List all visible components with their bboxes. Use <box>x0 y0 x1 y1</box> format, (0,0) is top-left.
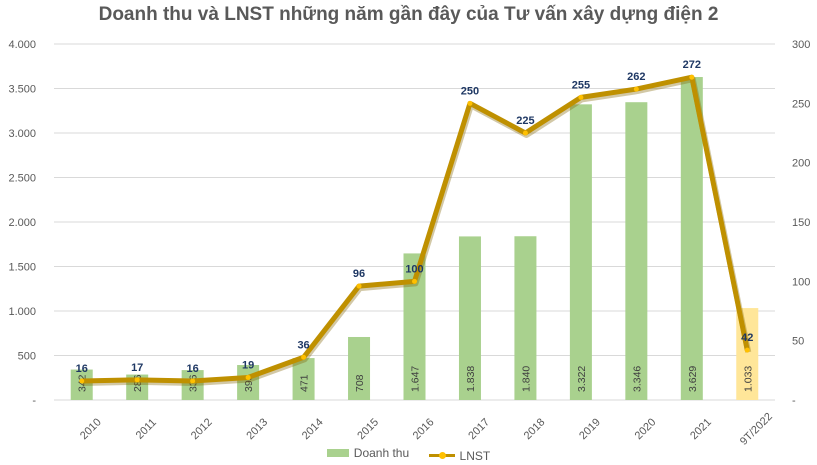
lnst-value-label: 17 <box>131 362 143 374</box>
lnst-value-label: 262 <box>627 71 645 83</box>
left-tick-label: 4.000 <box>8 39 36 51</box>
bar-2012 <box>181 370 204 400</box>
left-tick-label: 1.000 <box>8 306 36 318</box>
bar-2018 <box>514 236 537 400</box>
lnst-value-label: 250 <box>461 85 479 97</box>
lnst-point <box>79 378 85 384</box>
legend-item-lnst: LNST <box>428 448 491 463</box>
x-tick-label: 9T/2022 <box>738 411 775 448</box>
left-tick-label: 3.000 <box>8 128 36 140</box>
lnst-value-label: 16 <box>76 363 88 375</box>
legend: Doanh thu LNST <box>0 446 817 463</box>
lnst-point <box>412 278 417 284</box>
bar-value-label: 1.840 <box>520 366 532 392</box>
legend-swatch-bar <box>326 449 349 457</box>
lnst-point <box>744 347 750 353</box>
x-tick-label: 2020 <box>633 416 659 442</box>
right-tick-label: - <box>792 395 796 407</box>
chart-title: Doanh thu và LNST những năm gần đây của … <box>98 4 719 25</box>
legend-swatch-line <box>428 452 455 459</box>
bar-value-label: 708 <box>354 374 366 392</box>
left-tick-label: - <box>32 395 36 407</box>
left-tick-label: 2.000 <box>8 217 36 229</box>
lnst-point <box>578 94 584 100</box>
bar-value-label: 471 <box>299 374 311 392</box>
right-tick-label: 100 <box>792 276 810 288</box>
x-tick-label: 2013 <box>244 416 270 442</box>
right-tick-label: 50 <box>792 336 804 348</box>
right-tick-label: 300 <box>792 39 810 51</box>
lnst-value-label: 255 <box>572 79 590 91</box>
bar-2010 <box>70 369 93 400</box>
lnst-point <box>190 378 196 384</box>
left-tick-label: 1.500 <box>8 262 36 274</box>
bar-value-label: 1.647 <box>410 366 422 392</box>
left-tick-label: 2.500 <box>8 173 36 185</box>
bar-value-label: 1.838 <box>465 366 477 392</box>
lnst-value-label: 100 <box>405 263 423 275</box>
right-tick-label: 200 <box>792 158 810 170</box>
left-tick-label: 500 <box>18 351 36 363</box>
bar-2014 <box>292 358 315 400</box>
x-tick-label: 2018 <box>522 416 548 442</box>
bar-2021 <box>680 77 703 401</box>
x-tick-label: 2015 <box>355 416 381 442</box>
left-tick-label: 3.500 <box>8 84 36 96</box>
lnst-point <box>633 86 639 92</box>
x-tick-label: 2019 <box>577 416 603 442</box>
bar-2020 <box>625 102 648 401</box>
lnst-point <box>245 374 251 380</box>
lnst-point <box>134 377 140 383</box>
right-tick-label: 250 <box>792 98 810 110</box>
bar-2019 <box>569 104 592 400</box>
legend-item-doanh-thu: Doanh thu <box>326 446 410 460</box>
bar-value-label: 1.033 <box>742 366 754 392</box>
lnst-value-label: 42 <box>741 332 753 344</box>
bar-2017 <box>458 236 481 400</box>
legend-label: Doanh thu <box>353 446 410 460</box>
lnst-value-label: 96 <box>353 268 365 280</box>
lnst-point <box>356 283 362 289</box>
lnst-point <box>467 100 473 106</box>
bar-value-label: 3.346 <box>631 366 643 392</box>
right-tick-label: 150 <box>792 217 810 229</box>
lnst-value-label: 225 <box>516 115 534 127</box>
x-tick-label: 2017 <box>466 416 492 442</box>
lnst-value-label: 19 <box>242 359 254 371</box>
lnst-value-label: 36 <box>297 339 309 351</box>
lnst-point <box>689 74 695 80</box>
x-tick-label: 2021 <box>688 416 714 442</box>
lnst-point <box>522 130 528 136</box>
lnst-value-label: 16 <box>187 363 199 375</box>
bar-value-label: 3.629 <box>687 366 699 392</box>
x-tick-label: 2016 <box>411 416 437 442</box>
bar-2016 <box>403 253 426 400</box>
bar-2015 <box>348 336 371 400</box>
lnst-value-label: 272 <box>683 59 701 71</box>
legend-label: LNST <box>459 448 491 463</box>
x-tick-label: 2014 <box>300 416 326 442</box>
bar-value-label: 3.322 <box>576 366 588 392</box>
x-tick-label: 2012 <box>189 416 215 442</box>
x-tick-label: 2010 <box>78 416 104 442</box>
x-tick-label: 2011 <box>134 417 159 442</box>
lnst-point <box>301 354 307 360</box>
